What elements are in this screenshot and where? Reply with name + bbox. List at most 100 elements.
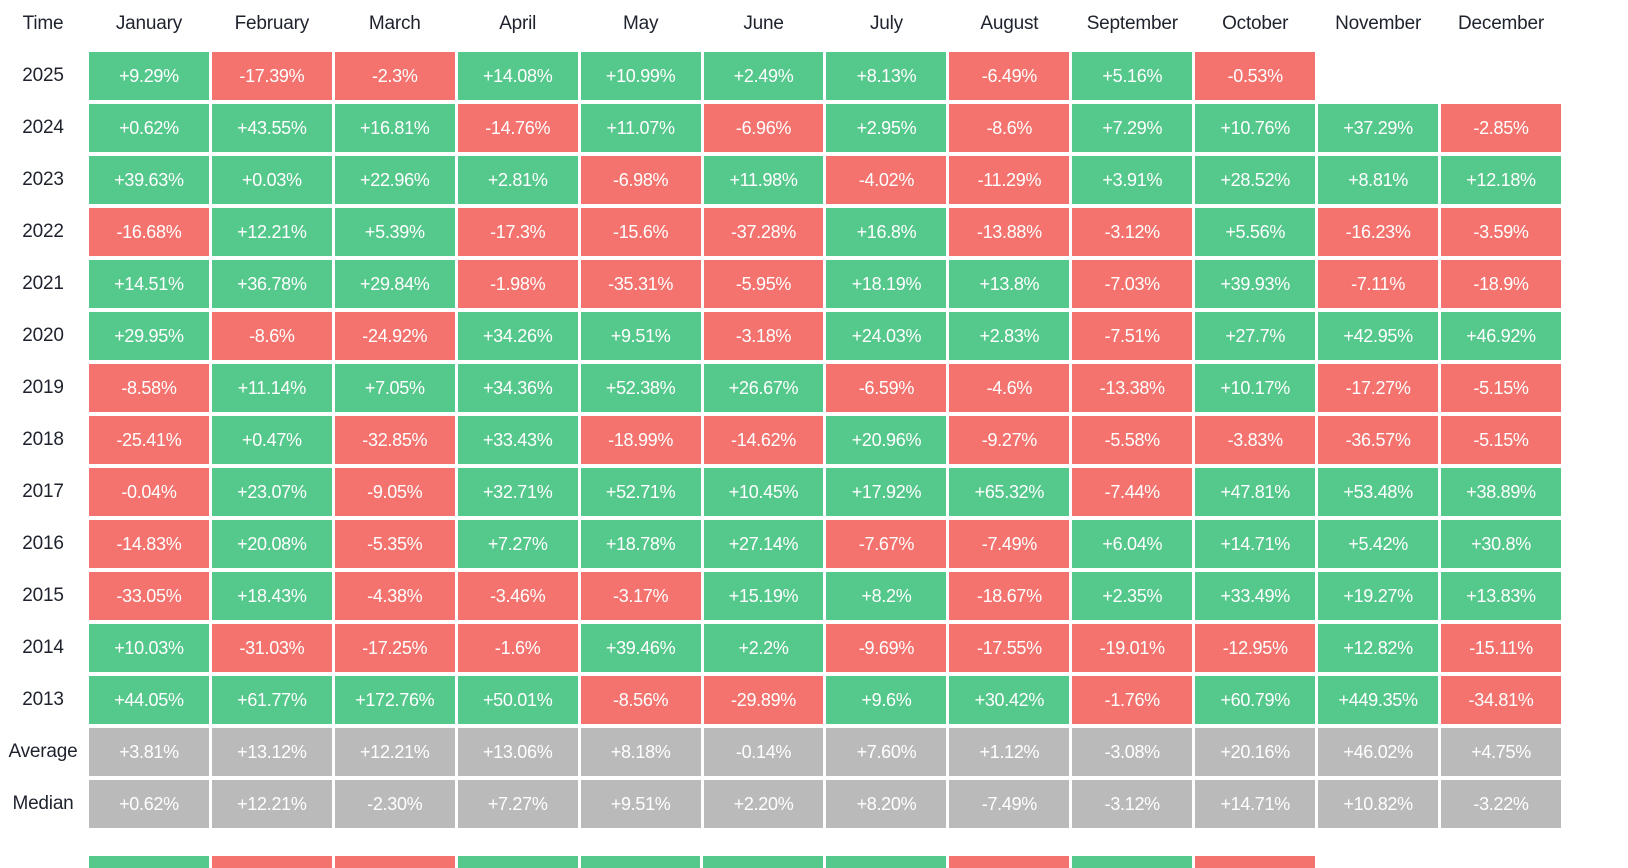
- return-cell: +2.95%: [826, 104, 947, 152]
- return-cell: -14.76%: [457, 104, 578, 152]
- return-cell: +18.78%: [580, 520, 701, 568]
- return-cell: -7.49%: [949, 520, 1070, 568]
- return-cell: -19.01%: [1072, 624, 1193, 672]
- row-label-average: Average: [8, 741, 78, 762]
- return-cell: -24.92%: [334, 312, 455, 360]
- return-cell: -5.95%: [703, 260, 824, 308]
- return-cell: -8.6%: [949, 104, 1070, 152]
- month-header-february: February: [234, 13, 310, 34]
- return-cell: +9.6%: [826, 676, 947, 724]
- return-cell: +9.51%: [580, 312, 701, 360]
- return-cell: -13.38%: [1072, 364, 1193, 412]
- return-cell: +14.08%: [457, 52, 578, 100]
- return-cell: -31.03%: [211, 624, 332, 672]
- return-cell: +13.12%: [211, 728, 332, 776]
- return-cell: +10.17%: [1195, 364, 1316, 412]
- return-cell: +20.16%: [1195, 728, 1316, 776]
- return-cell: +36.78%: [211, 260, 332, 308]
- return-cell: -3.12%: [1072, 208, 1193, 256]
- return-cell: +12.21%: [334, 728, 455, 776]
- return-cell: +10.99%: [580, 52, 701, 100]
- return-cell: +2.20%: [703, 780, 824, 828]
- return-cell: -1.6%: [457, 624, 578, 672]
- month-header-october: October: [1222, 13, 1289, 34]
- row-label-2022: 2022: [22, 221, 64, 242]
- return-cell: +7.05%: [334, 364, 455, 412]
- return-cell: -16.68%: [89, 208, 209, 256]
- row-label-2019: 2019: [22, 377, 64, 398]
- month-header-july: July: [869, 13, 903, 34]
- return-cell: -7.03%: [1072, 260, 1193, 308]
- return-cell: -36.57%: [1318, 416, 1439, 464]
- return-cell: -7.49%: [949, 780, 1070, 828]
- return-cell: +18.19%: [826, 260, 947, 308]
- return-cell: -1.76%: [1072, 676, 1193, 724]
- return-cell: +44.05%: [89, 676, 209, 724]
- return-cell: +8.2%: [826, 572, 947, 620]
- return-cell: +38.89%: [1441, 468, 1561, 516]
- return-cell: +10.82%: [1318, 780, 1439, 828]
- return-cell: +8.13%: [826, 52, 947, 100]
- return-cell: +52.71%: [580, 468, 701, 516]
- return-cell: +61.77%: [211, 676, 332, 724]
- month-header-january: January: [115, 13, 183, 34]
- return-cell: +7.29%: [1072, 104, 1193, 152]
- return-cell: +7.60%: [826, 728, 947, 776]
- empty-cell: [1441, 52, 1561, 100]
- truncated-cell: [334, 856, 455, 868]
- return-cell: +0.03%: [211, 156, 332, 204]
- return-cell: +11.98%: [703, 156, 824, 204]
- return-cell: +30.42%: [949, 676, 1070, 724]
- return-cell: -18.9%: [1441, 260, 1561, 308]
- return-cell: +9.51%: [580, 780, 701, 828]
- return-cell: -7.51%: [1072, 312, 1193, 360]
- truncated-cell: [703, 856, 824, 868]
- truncated-cell: [580, 856, 701, 868]
- return-cell: -5.58%: [1072, 416, 1193, 464]
- row-label-2017: 2017: [22, 481, 64, 502]
- return-cell: +12.82%: [1318, 624, 1439, 672]
- truncated-cell: [211, 856, 332, 868]
- return-cell: +29.84%: [334, 260, 455, 308]
- return-cell: -2.3%: [334, 52, 455, 100]
- return-cell: -16.23%: [1318, 208, 1439, 256]
- month-header-may: May: [622, 13, 659, 34]
- return-cell: +37.29%: [1318, 104, 1439, 152]
- return-cell: +8.18%: [580, 728, 701, 776]
- return-cell: +33.43%: [457, 416, 578, 464]
- return-cell: +20.08%: [211, 520, 332, 568]
- month-header-august: August: [980, 13, 1039, 34]
- return-cell: +32.71%: [457, 468, 578, 516]
- return-cell: -9.69%: [826, 624, 947, 672]
- return-cell: +52.38%: [580, 364, 701, 412]
- return-cell: +53.48%: [1318, 468, 1439, 516]
- return-cell: +27.7%: [1195, 312, 1316, 360]
- return-cell: +0.62%: [89, 104, 209, 152]
- return-cell: -34.81%: [1441, 676, 1561, 724]
- return-cell: -15.11%: [1441, 624, 1561, 672]
- return-cell: -3.18%: [703, 312, 824, 360]
- return-cell: -5.35%: [334, 520, 455, 568]
- return-cell: -9.27%: [949, 416, 1070, 464]
- return-cell: +172.76%: [334, 676, 455, 724]
- return-cell: +26.67%: [703, 364, 824, 412]
- month-header-june: June: [743, 13, 784, 34]
- return-cell: +5.42%: [1318, 520, 1439, 568]
- return-cell: +60.79%: [1195, 676, 1316, 724]
- return-cell: -13.88%: [949, 208, 1070, 256]
- truncated-next-row: [89, 856, 1315, 868]
- month-header-november: November: [1335, 13, 1422, 34]
- return-cell: +5.16%: [1072, 52, 1193, 100]
- empty-cell: [1318, 52, 1438, 100]
- return-cell: -8.58%: [89, 364, 209, 412]
- return-cell: +12.21%: [211, 780, 332, 828]
- return-cell: -17.3%: [457, 208, 578, 256]
- return-cell: -14.83%: [89, 520, 209, 568]
- return-cell: +2.35%: [1072, 572, 1193, 620]
- return-cell: -3.59%: [1441, 208, 1561, 256]
- return-cell: +20.96%: [826, 416, 947, 464]
- return-cell: +13.8%: [949, 260, 1070, 308]
- return-cell: +34.26%: [457, 312, 578, 360]
- truncated-cell: [1072, 856, 1193, 868]
- return-cell: -15.6%: [580, 208, 701, 256]
